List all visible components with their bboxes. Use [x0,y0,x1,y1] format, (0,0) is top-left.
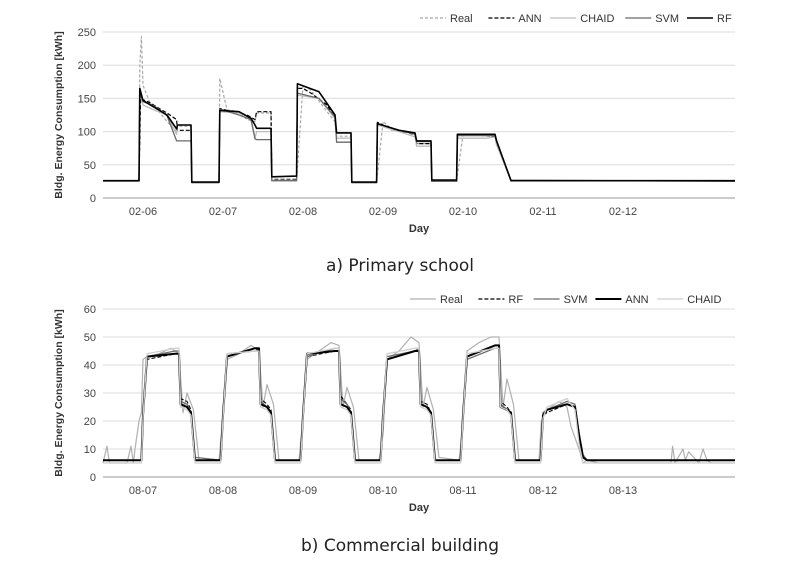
b-ytick-label: 50 [84,332,96,344]
b-series-chaid [103,347,735,464]
b-ytick-label: 20 [84,416,96,428]
chart-primary-school: 0 50 100 150 200 250 02-06 02-07 02-08 02-09 02-10… [53,13,736,235]
a-xlabel: Day [409,223,430,235]
b-xtick-label: 08-10 [369,485,397,497]
chart-commercial-building: 0 10 20 30 40 50 60 08-07 08-08 08-09 08-10 08-11 08… [53,294,735,514]
a-xtick-label: 02-10 [449,206,477,218]
a-series-chaid [103,91,735,183]
a-series-rf [103,83,735,183]
b-xtick-label: 08-08 [209,485,237,497]
a-xtick-label: 02-12 [609,206,637,218]
b-xtick-label: 08-13 [609,485,637,497]
a-ytick-label: 100 [78,127,96,139]
b-legend-label-chaid: CHAID [687,294,721,306]
a-legend-label-svm: SVM [655,13,679,25]
a-ylabel: Bldg. Energy Consumption [kWh] [53,31,65,198]
a-legend-label-ann: ANN [518,13,541,25]
a-ytick-label: 50 [84,160,96,172]
b-ylabel: Bldg. Energy Consumption [kWh] [53,309,65,476]
a-series-svm [103,92,736,184]
a-legend-label-chaid: CHAID [580,13,614,25]
a-series-real [103,35,735,184]
a-xtick-label: 02-08 [289,206,317,218]
caption-commercial-building: b) Commercial building [301,536,499,556]
b-legend-label-rf: RF [508,294,523,306]
a-xtick-label: 02-09 [369,206,397,218]
a-legend-label-rf: RF [717,13,732,25]
b-ytick-label: 40 [84,360,96,372]
b-legend-label-svm: SVM [564,294,588,306]
b-xtick-label: 08-11 [449,485,476,497]
a-xtick-label: 02-11 [529,206,556,218]
a-ytick-label: 150 [78,93,96,105]
b-ytick-label: 10 [84,444,96,456]
b-xtick-label: 08-07 [129,485,157,497]
b-xtick-label: 08-12 [529,485,557,497]
a-ytick-label: 200 [78,60,96,72]
b-ytick-label: 60 [84,304,96,316]
a-xtick-label: 02-06 [129,206,157,218]
b-legend-label-ann: ANN [625,294,648,306]
caption-primary-school: a) Primary school [325,256,475,276]
a-xtick-label: 02-07 [209,206,237,218]
b-ytick-label: 30 [84,388,96,400]
a-series-ann [103,87,735,183]
b-legend-label-real: Real [440,294,463,306]
a-ytick-label: 0 [90,193,96,205]
b-ytick-label: 0 [90,472,96,484]
b-xtick-label: 08-09 [289,485,317,497]
b-xlabel: Day [409,502,430,514]
a-ytick-label: 250 [78,27,96,39]
a-legend-label-real: Real [450,13,473,25]
